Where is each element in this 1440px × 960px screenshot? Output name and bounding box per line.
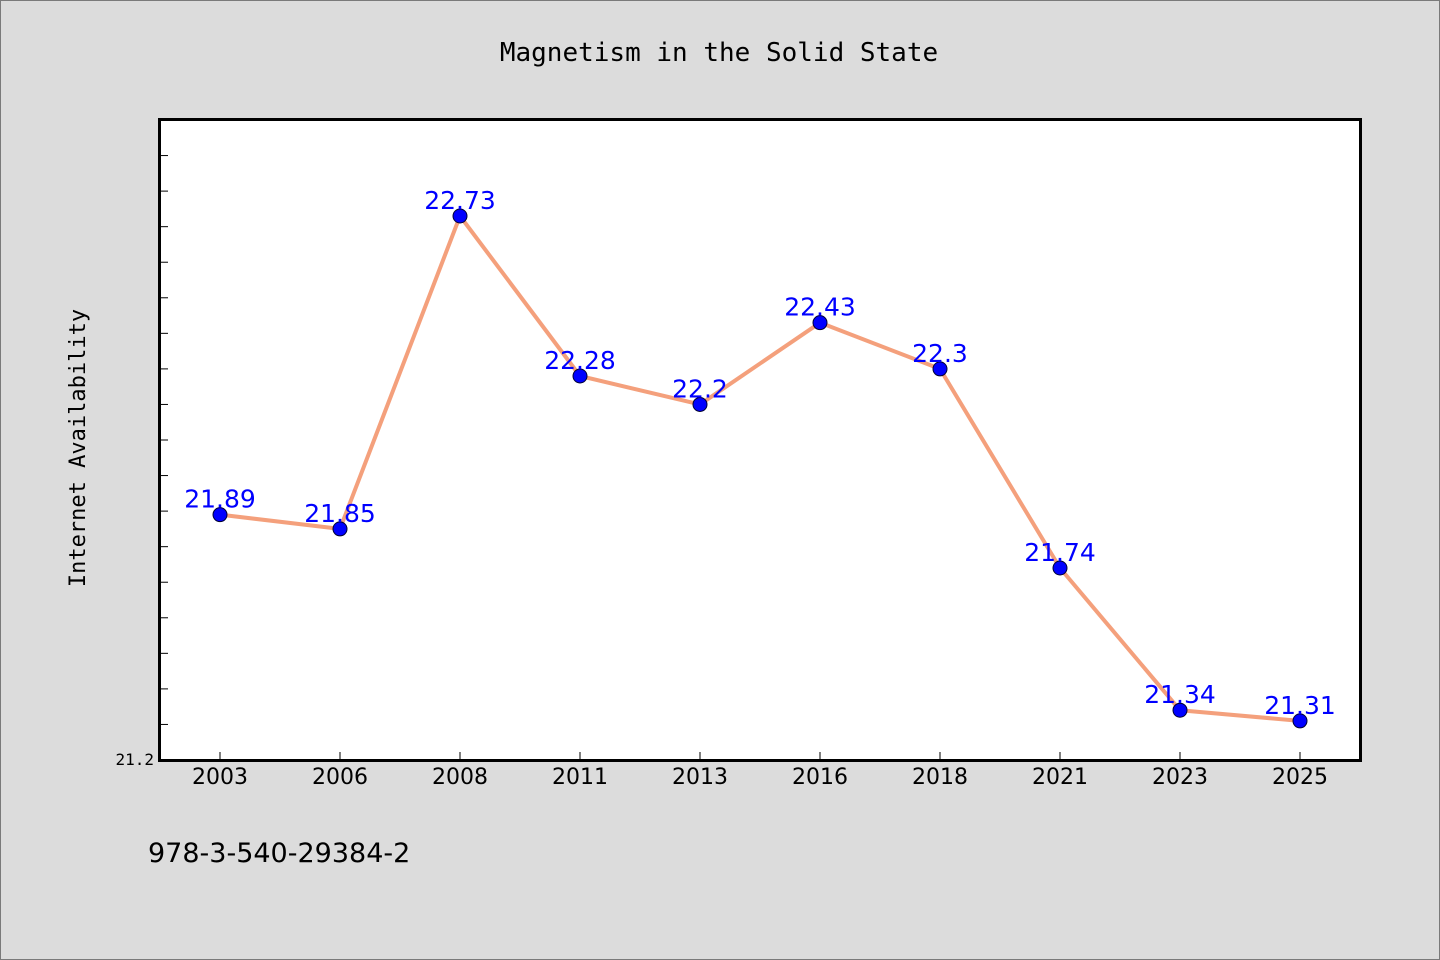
x-axis-ticks: 2003 2006 2008 2011 2013 2016 2018 2021 2023 2025: [192, 752, 1328, 790]
data-label: 21.85: [304, 499, 376, 528]
footer-code: 978-3-540-29384-2: [148, 838, 410, 869]
data-point: [1292, 713, 1308, 729]
data-label: 22.43: [784, 293, 856, 322]
data-point: [572, 368, 588, 384]
x-tick-label: 2023: [1152, 765, 1208, 790]
data-label: 21.31: [1264, 691, 1336, 720]
series-markers: [212, 208, 1308, 729]
data-label: 22.28: [544, 346, 616, 375]
data-label: 22.73: [424, 186, 496, 215]
x-tick-label: 2003: [192, 765, 248, 790]
plot-area: [158, 118, 1362, 762]
y-axis-ticks: 21.2: [115, 155, 168, 769]
x-tick-label: 2021: [1032, 765, 1088, 790]
data-labels: 21.89 21.85 22.73 22.28 22.2 22.43 22.3 21.74 21…: [184, 186, 1336, 720]
data-label: 21.74: [1024, 538, 1096, 567]
data-point: [452, 208, 468, 224]
x-tick-label: 2013: [672, 765, 728, 790]
chart-title: Magnetism in the Solid State: [500, 38, 938, 68]
data-point: [212, 507, 228, 523]
data-point: [332, 521, 348, 537]
y-axis-label: Internet Availability: [66, 309, 91, 587]
x-tick-label: 2025: [1272, 765, 1328, 790]
data-label: 22.3: [912, 339, 968, 368]
data-point: [1052, 560, 1068, 576]
data-label: 21.89: [184, 485, 256, 514]
x-tick-label: 2016: [792, 765, 848, 790]
data-point: [692, 396, 708, 412]
data-label: 22.2: [672, 374, 728, 403]
data-point: [932, 361, 948, 377]
data-label: 21.34: [1144, 680, 1216, 709]
data-point: [812, 315, 828, 331]
x-tick-label: 2008: [432, 765, 488, 790]
x-tick-label: 2018: [912, 765, 968, 790]
x-tick-label: 2011: [552, 765, 608, 790]
series-line: [219, 214, 1301, 723]
data-point: [1172, 702, 1188, 718]
x-tick-label: 2006: [312, 765, 368, 790]
y-tick-label: 21.2: [115, 750, 154, 769]
